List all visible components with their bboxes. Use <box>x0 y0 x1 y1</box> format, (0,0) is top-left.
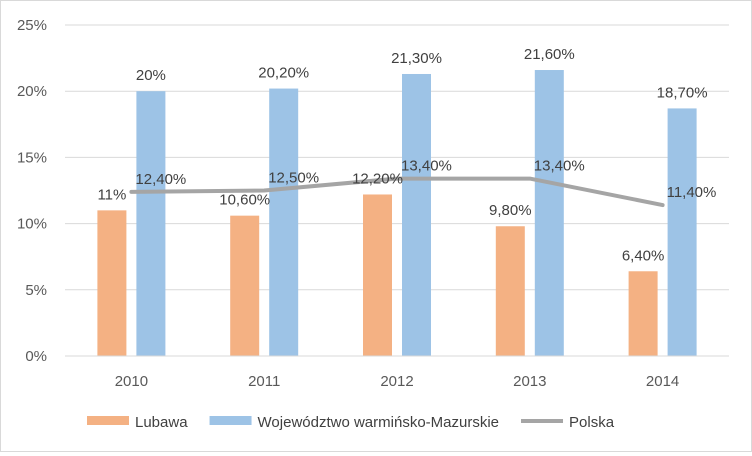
legend-entry-label: Polska <box>569 414 615 431</box>
data-label: 12,20% <box>352 170 403 187</box>
bar <box>97 210 127 356</box>
bar <box>534 70 564 357</box>
line-data-label: 11,40% <box>667 184 717 201</box>
data-label: 11% <box>97 186 126 203</box>
legend-entry-label: Lubawa <box>135 414 188 431</box>
data-label: 9,80% <box>489 202 532 219</box>
x-tick-label: 2013 <box>513 373 546 390</box>
bar <box>667 108 697 356</box>
legend-entry-label: Województwo warmińsko-Mazurskie <box>258 414 499 431</box>
data-label: 18,70% <box>657 84 708 101</box>
bar <box>402 73 431 356</box>
data-labels: 11% 10,60% 12,20% 9,80% 6,40% 20% 20,20% 21,30%… <box>97 46 716 264</box>
x-tick-label: 2010 <box>115 373 148 390</box>
line-data-label: 12,50% <box>268 170 319 187</box>
bar <box>628 271 658 356</box>
data-label: 20,20% <box>258 65 309 82</box>
bar <box>136 91 166 356</box>
data-label: 21,60% <box>524 46 575 63</box>
data-label: 20% <box>136 67 166 84</box>
y-tick-label: 20% <box>17 83 47 100</box>
legend-swatch <box>87 416 129 425</box>
bars <box>97 70 697 357</box>
data-label: 6,40% <box>622 247 665 264</box>
line-series <box>129 176 665 208</box>
axes: 0% 5% 10% 15% 20% 25% 2010 2011 2012 2013 2014 <box>17 17 729 390</box>
legend: Lubawa Województwo warmińsko-Mazurskie Pol… <box>87 414 615 431</box>
line-data-label: 13,40% <box>401 158 452 175</box>
y-tick-label: 25% <box>17 17 47 34</box>
gridlines <box>65 24 729 291</box>
data-label: 21,30% <box>391 50 442 67</box>
x-tick-label: 2014 <box>646 373 679 390</box>
y-tick-label: 0% <box>25 348 47 365</box>
data-label: 10,60% <box>219 192 270 209</box>
x-tick-label: 2011 <box>248 373 280 390</box>
bar <box>230 215 260 356</box>
polska-line <box>129 176 665 208</box>
y-tick-label: 5% <box>25 282 47 299</box>
legend-swatch <box>209 416 252 425</box>
bar <box>269 88 299 356</box>
line-data-label: 13,40% <box>534 158 585 175</box>
y-tick-label: 15% <box>17 149 47 166</box>
y-tick-label: 10% <box>17 216 47 233</box>
line-data-label: 12,40% <box>135 171 186 188</box>
bar <box>495 226 525 356</box>
bar <box>363 194 392 356</box>
x-tick-label: 2012 <box>380 373 413 390</box>
